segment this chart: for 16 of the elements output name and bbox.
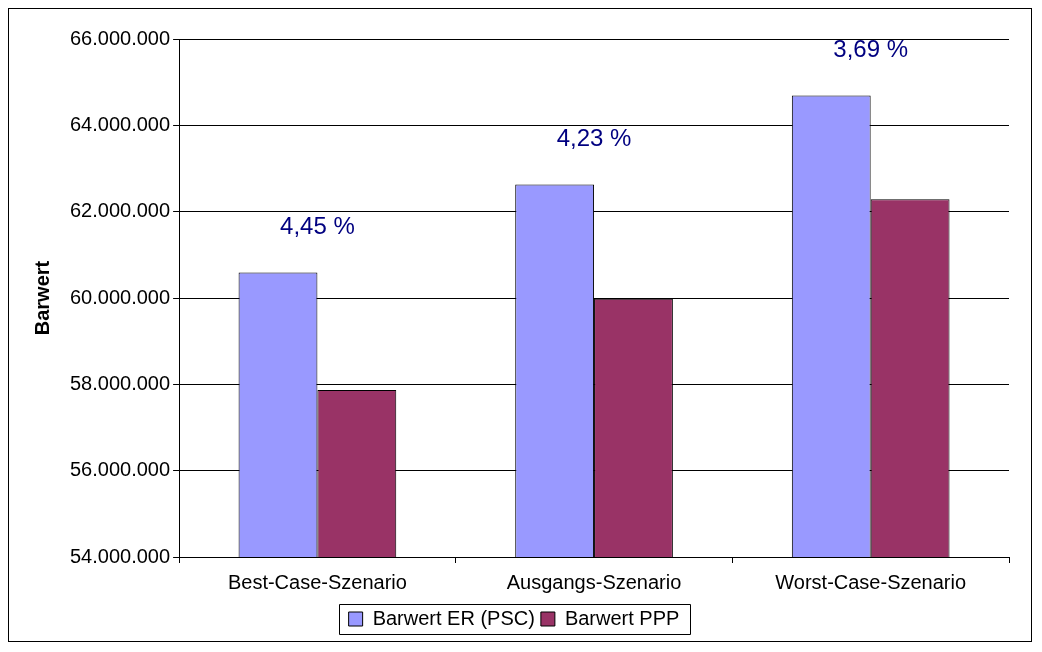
y-tick-label: 62.000.000 xyxy=(69,199,171,222)
x-tick-label: Worst-Case-Szenario xyxy=(775,570,967,593)
y-axis-title: Barwert xyxy=(30,260,53,336)
y-tick-label: 66.000.000 xyxy=(69,26,171,49)
x-tick-label: Best-Case-Szenario xyxy=(227,570,407,593)
annotation: 4,45 % xyxy=(280,212,355,240)
y-tick-label: 54.000.000 xyxy=(69,544,171,567)
annotation: 3,69 % xyxy=(833,35,909,63)
legend-label: Barwert PPP xyxy=(564,606,680,629)
y-tick-label: 58.000.000 xyxy=(69,371,171,394)
legend-label: Barwert ER (PSC) xyxy=(372,606,535,629)
y-tick-label: 60.000.000 xyxy=(69,285,171,308)
y-tick-label: 64.000.000 xyxy=(69,112,171,135)
annotation: 4,23 % xyxy=(556,124,632,152)
y-tick-label: 56.000.000 xyxy=(69,458,171,481)
x-tick-label: Ausgangs-Szenario xyxy=(506,570,682,593)
